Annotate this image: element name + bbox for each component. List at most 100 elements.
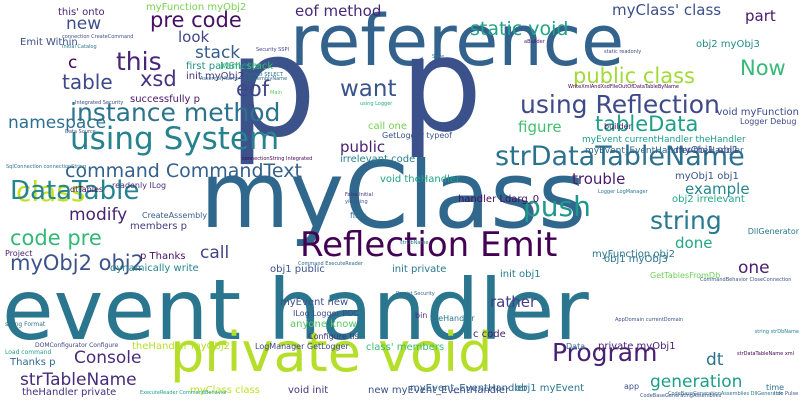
cloud-word: want [340,76,397,102]
cloud-word: aBuilder [524,39,545,45]
cloud-word: Console [74,348,142,368]
cloud-word: instance method [70,98,281,127]
cloud-word: myFunction myObj2 [146,2,247,13]
cloud-word: Data [566,342,586,351]
cloud-word: Now [740,56,786,80]
cloud-word: done [675,234,713,252]
cloud-word: void theHandler [380,174,461,185]
cloud-word: ExecuteReader CommandBehavior [140,390,228,396]
cloud-word: DataTable [10,176,140,206]
cloud-word: first parameter [186,61,262,72]
cloud-word: builder [604,122,632,131]
cloud-word: connectionString Integrated [242,156,313,162]
cloud-word: strTableName [20,370,137,390]
cloud-word: DOMConfigurator Configure [35,342,119,349]
cloud-word: using Reflection [520,90,720,119]
cloud-word: init private [392,264,447,275]
cloud-word: class' members [366,342,445,353]
cloud-word: Load command [5,349,52,356]
cloud-word: theHandler private [22,387,117,398]
cloud-word: handler Ldarg_0 [458,194,540,205]
cloud-word: this [116,47,162,76]
cloud-word: trouble [572,170,626,188]
cloud-word: members p [130,221,187,232]
cloud-word: static void [470,18,569,40]
cloud-word: part [745,7,776,25]
cloud-word: event handler [2,261,589,359]
cloud-word: Logger LogManager [598,189,648,195]
cloud-word: False Initial [345,192,373,198]
cloud-word: command CommandText [65,160,302,182]
cloud-word: reference [290,0,625,82]
cloud-word: readonly ILog [112,181,167,190]
cloud-word: ILog Logger POC [293,309,360,318]
cloud-word: AssemblyName myAssemblyName [200,76,288,82]
cloud-word: Main [270,90,282,96]
cloud-word: myObj1 obj1 [675,145,739,156]
cloud-word: CommandBehavior CloseConnection [700,277,792,283]
cloud-word: Reflection Emit [300,225,558,265]
cloud-word: AppDomain currentDomain [615,317,684,323]
cloud-word: eof method [295,2,382,20]
cloud-word: bin [415,311,428,320]
cloud-word: irrelevant code [340,154,416,165]
cloud-word: Emit Within [20,37,78,48]
cloud-word: p [400,9,483,161]
cloud-word: c [68,53,78,73]
cloud-word: push [523,190,591,223]
cloud-word: Initial Catalog [62,44,97,50]
cloud-word: static readonly [604,49,642,55]
cloud-word: myClass' class [612,1,722,19]
cloud-word: strDataTableName [495,141,745,172]
cloud-word: obj1 myObj3 [604,254,668,265]
cloud-word: Persist Security [396,291,435,297]
cloud-word: myFunction obj2 [592,249,675,260]
cloud-word: CodeBaseGeneratingAssemblies [640,393,722,399]
cloud-word: theHandler [430,314,475,323]
cloud-word: GetLogger typeof [382,131,452,140]
cloud-word: new myEvent_EventHandler [368,385,510,396]
cloud-word: Configure tis [308,332,359,341]
cloud-word: xsd [140,67,177,91]
cloud-word: obj2 myObj3 [696,39,760,50]
cloud-word: one [738,258,770,278]
cloud-word: Command ExecuteReader [298,261,363,267]
cloud-word: myObj1 obj1 [675,171,739,182]
cloud-word: SqlConnection connectionString [6,164,87,170]
cloud-word: Program [552,338,658,367]
cloud-word: connection CreateCommand [62,34,134,40]
cloud-word: Save [432,54,445,60]
cloud-word: Project [5,249,33,258]
cloud-word: strDataTableName xml [737,351,795,357]
cloud-word: init obj1 [500,269,541,280]
cloud-word: string strDbName [754,329,799,335]
cloud-word: stack [195,43,241,63]
cloud-word: Logger Debug [740,117,797,126]
cloud-word: rather [490,293,537,311]
cloud-word: app [624,382,640,391]
cloud-word: Info Pulse [774,391,799,397]
cloud-word: obj1 myEvent [515,383,585,394]
cloud-word: namespace [8,113,107,133]
cloud-word: myClass class [190,385,260,396]
cloud-word: eof [236,77,270,101]
cloud-word: p [228,6,317,169]
cloud-word: this' onto [58,7,105,18]
cloud-word: example [685,180,750,198]
cloud-word: successfully p [130,94,200,105]
cloud-word: obj1 public [270,264,325,275]
cloud-word: new [66,14,102,34]
cloud-word: myObj2 obj2 [10,251,144,275]
cloud-word: LogManager GetLogger [255,342,349,351]
cloud-word: dtTables [70,185,104,194]
cloud-word: modify [69,205,128,225]
cloud-word: Integrated Security [75,100,124,106]
cloud-word: look [178,28,210,46]
cloud-word: public class [573,64,695,88]
cloud-word: c code [473,329,506,340]
cloud-word: using Logger [360,101,393,107]
cloud-word: dt [706,350,724,370]
cloud-word: anyone know [290,319,357,330]
cloud-word: generation [650,372,743,392]
cloud-word: private void [170,321,493,384]
